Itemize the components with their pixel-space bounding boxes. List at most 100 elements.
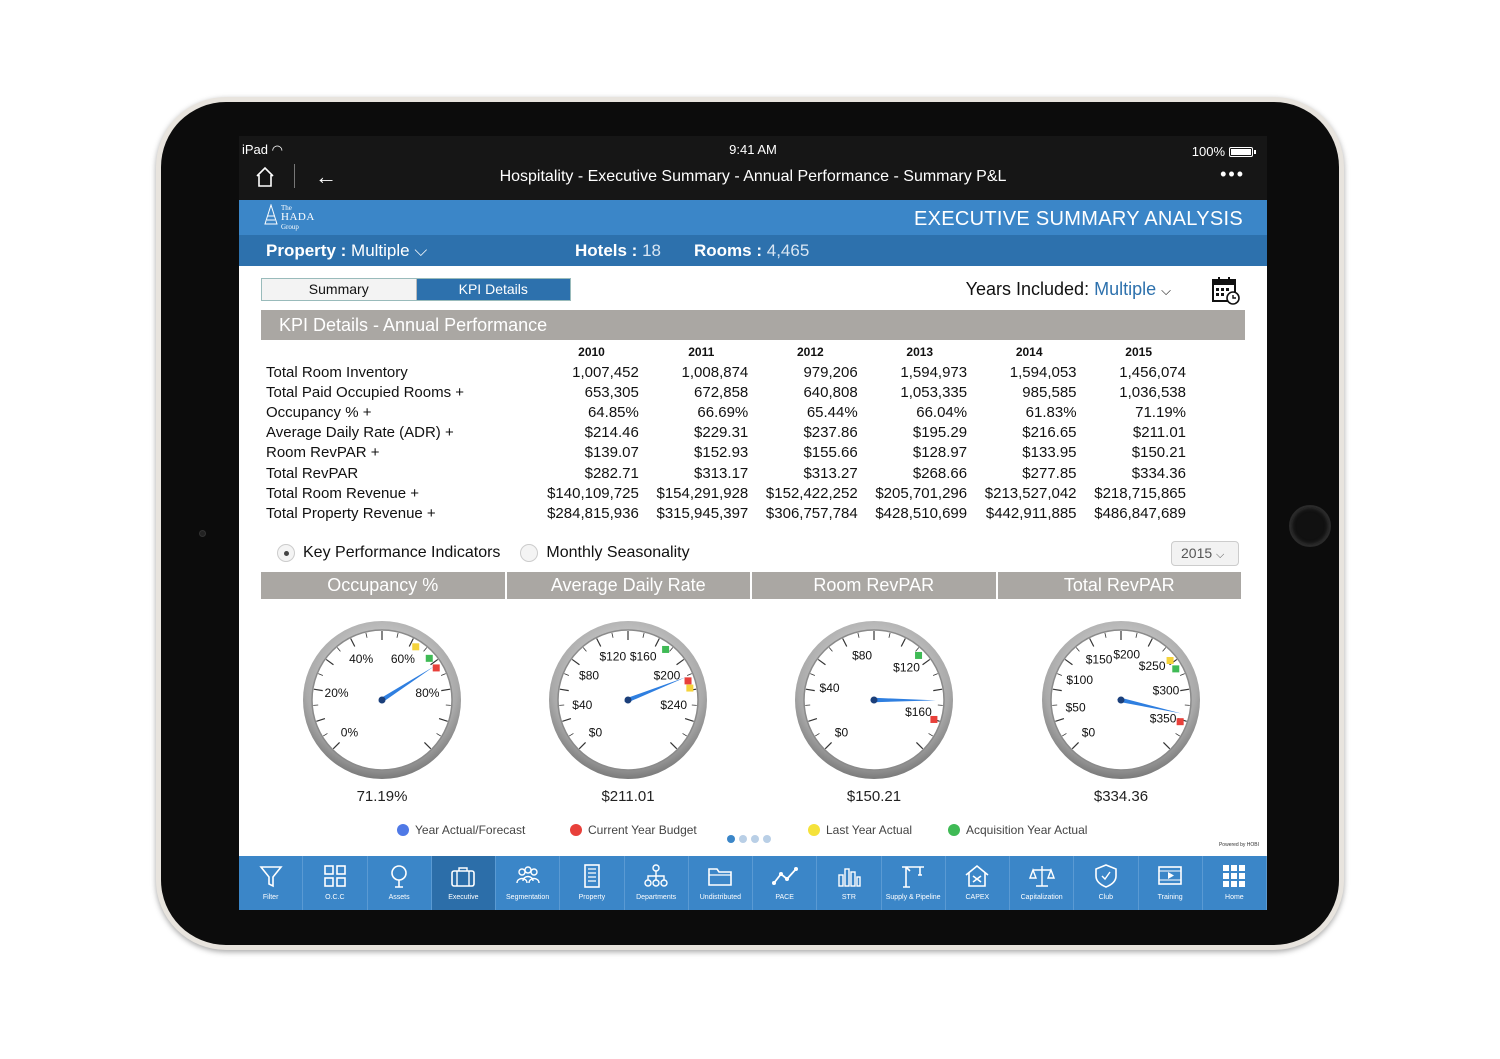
gauge-tick-label: $0 — [589, 726, 603, 740]
gauge-tick — [817, 658, 826, 666]
page-dot-3[interactable] — [751, 835, 759, 843]
year-select[interactable]: 2015 ⌵ — [1171, 541, 1239, 566]
row-label[interactable]: Occupancy % + — [266, 403, 372, 421]
gauge-3: $0 $40 $80 $120 $160 — [795, 621, 953, 779]
radio-seasonality[interactable]: Monthly Seasonality — [520, 544, 690, 562]
gauge-tick — [316, 717, 326, 722]
row-label[interactable]: Total Room Revenue + — [266, 484, 420, 502]
rooms-count: Rooms : 4,465 — [694, 241, 809, 261]
home-hardware-button[interactable] — [1289, 505, 1331, 547]
radio-kpi-button[interactable] — [277, 544, 295, 562]
toolbar-club[interactable]: Club — [1074, 856, 1139, 910]
gauge-tick — [313, 688, 323, 692]
table-cell: $282.71 — [584, 464, 639, 482]
table-row[interactable]: Total Paid Occupied Rooms + 653,305 672,85… — [266, 382, 1186, 402]
toolbar-pace[interactable]: PACE — [753, 856, 818, 910]
toolbar-supply-pipeline[interactable]: Supply & Pipeline — [882, 856, 946, 910]
table-cell: 653,305 — [584, 383, 639, 401]
toolbar-training[interactable]: Training — [1139, 856, 1203, 910]
legend-item: Acquisition Year Actual — [948, 823, 1087, 837]
page-dot-1[interactable] — [727, 835, 735, 843]
gauge-tick — [568, 733, 574, 737]
back-arrow-icon[interactable]: ← — [315, 164, 337, 189]
logo-tower-icon — [264, 204, 278, 225]
calendar-icon[interactable] — [1211, 276, 1241, 306]
chevron-down-icon[interactable]: ⌵ — [1161, 283, 1171, 298]
gauge-tick — [670, 742, 678, 750]
year-header-2010: 2010 — [578, 345, 605, 359]
toolbar-departments[interactable]: Departments — [625, 856, 689, 910]
toolbar-filter[interactable]: Filter — [239, 856, 304, 910]
gauge-marker — [662, 645, 670, 653]
table-cell: 1,007,452 — [572, 363, 639, 381]
table-cell: $313.27 — [803, 464, 858, 482]
gauge-hub — [1117, 696, 1125, 704]
toolbar-assets[interactable]: Assets — [368, 856, 432, 910]
gauge-tick-label: $200 — [654, 669, 681, 683]
bar-chart-icon — [838, 868, 861, 887]
view-tabs: Summary KPI Details — [261, 278, 571, 301]
table-row[interactable]: Occupancy % + 64.85% 66.69% 65.44% 66.04% 61.… — [266, 402, 1186, 422]
toolbar-segmentation[interactable]: Segmentation — [496, 856, 561, 910]
table-row[interactable]: Total Room Revenue + $140,109,725 $154,291… — [266, 483, 1186, 503]
apps-grid-icon — [1223, 865, 1246, 887]
gauge-tick — [322, 733, 328, 737]
home-icon[interactable] — [255, 166, 275, 188]
page-dot-2[interactable] — [739, 835, 747, 843]
gauge-tick — [642, 632, 645, 638]
page-indicator[interactable] — [727, 835, 771, 843]
toolbar-executive[interactable]: Executive — [431, 856, 496, 910]
gauge-tick — [1057, 673, 1063, 676]
years-included-selector[interactable]: Years Included: Multiple ⌵ — [966, 279, 1171, 300]
table-row[interactable]: Room RevPAR + $139.07 $152.93 $155.66 $128.9… — [266, 443, 1186, 463]
gauge-tick — [423, 647, 428, 652]
section-title: KPI Details - Annual Performance — [261, 310, 1245, 340]
house-tools-icon — [965, 864, 989, 887]
table-cell: 985,585 — [1022, 383, 1077, 401]
toolbar-property[interactable]: Property — [560, 856, 625, 910]
property-value[interactable]: Multiple — [351, 241, 410, 260]
table-row[interactable]: Total Property Revenue + $284,815,936 $315… — [266, 503, 1186, 523]
radio-seasonality-button[interactable] — [520, 544, 539, 562]
toolbar-capitalization[interactable]: Capitalization — [1010, 856, 1075, 910]
gauge-needle — [870, 697, 936, 703]
gauge-tick — [1071, 742, 1079, 750]
more-icon[interactable]: ••• — [1220, 164, 1245, 184]
table-cell: 1,456,074 — [1119, 363, 1186, 381]
page-dot-4[interactable] — [763, 835, 771, 843]
gauge-tick — [1061, 733, 1067, 737]
tab-summary[interactable]: Summary — [262, 279, 417, 300]
row-label[interactable]: Average Daily Rate (ADR) + — [266, 424, 454, 442]
gauge-tick-label: $250 — [1139, 659, 1166, 673]
toolbar-undistributed[interactable]: Undistributed — [689, 856, 753, 910]
gauge-tick — [1075, 647, 1080, 652]
table-row[interactable]: Average Daily Rate (ADR) + $214.46 $229.31… — [266, 423, 1186, 443]
legend-item: Current Year Budget — [570, 823, 697, 837]
radio-kpi[interactable]: Key Performance Indicators — [277, 544, 500, 562]
table-cell: $268.66 — [912, 464, 968, 482]
gauge-tick — [828, 647, 833, 652]
toolbar-label: Assets — [388, 894, 410, 901]
row-label[interactable]: Total Paid Occupied Rooms + — [266, 383, 465, 401]
tab-kpi-details[interactable]: KPI Details — [416, 279, 570, 300]
years-value[interactable]: Multiple — [1094, 279, 1157, 299]
gauge-tick-label: $120 — [599, 650, 626, 664]
table-cell: 1,053,335 — [900, 383, 968, 401]
toolbar-o-c-c[interactable]: O.C.C — [303, 856, 368, 910]
app-header: The HADA Group EXECUTIVE SUMMARY ANALYSI… — [239, 200, 1267, 235]
row-label[interactable]: Room RevPAR + — [266, 444, 380, 462]
building-icon — [584, 864, 600, 888]
gauge-tick — [424, 742, 432, 750]
table-cell: $211.01 — [1132, 424, 1186, 442]
years-label: Years Included: — [965, 279, 1090, 299]
camera — [199, 530, 206, 537]
table-cell: 1,594,053 — [1009, 363, 1077, 381]
toolbar-home[interactable]: Home — [1203, 856, 1267, 910]
toolbar-capex[interactable]: CAPEX — [946, 856, 1010, 910]
property-selector[interactable]: Property : Multiple ⌵ — [266, 241, 427, 261]
hotels-value: 18 — [642, 241, 661, 260]
year-header-2012: 2012 — [796, 345, 824, 359]
row-label[interactable]: Total Property Revenue + — [266, 504, 436, 522]
toolbar-str[interactable]: STR — [817, 856, 882, 910]
chevron-down-icon[interactable]: ⌵ — [414, 241, 428, 260]
